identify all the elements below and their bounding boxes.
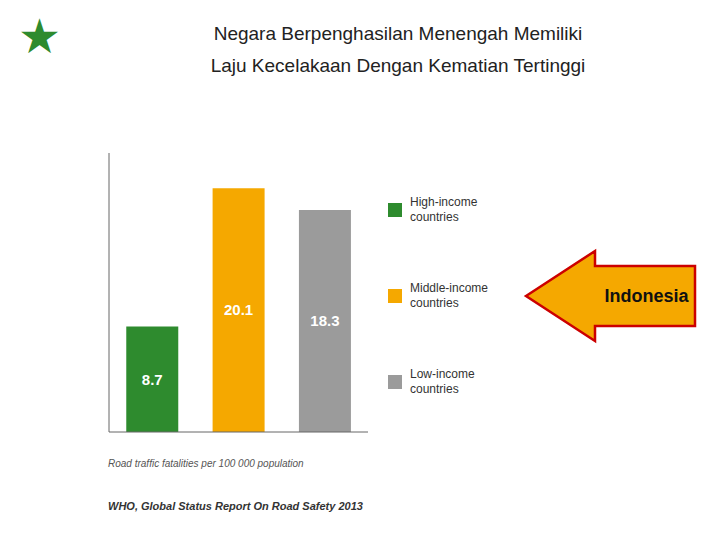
svg-text:8.7: 8.7 [142, 371, 163, 388]
html-text:Middle-income countries: Middle-income countries [410, 281, 488, 310]
html-text:WHO, Global Status Report On R: WHO, Global Status Report On Road Safety… [108, 500, 363, 512]
svg-text:20.1: 20.1 [224, 301, 253, 318]
html-text:Indonesia: Indonesia [604, 285, 689, 306]
html-text:Negara Berpenghasilan Menengah: Negara Berpenghasilan Menengah Memiliki [213, 23, 583, 44]
html-text:Road traffic fatalities per 10: Road traffic fatalities per 100 000 popu… [108, 458, 304, 469]
html-text:Low-income countries: Low-income countries [410, 367, 475, 396]
html-text:High-income countries: High-income countries [410, 195, 478, 224]
svg-text:18.3: 18.3 [310, 312, 339, 329]
html-text:Laju Kecelakaan Dengan Kematia: Laju Kecelakaan Dengan Kematian Tertingg… [210, 55, 586, 76]
